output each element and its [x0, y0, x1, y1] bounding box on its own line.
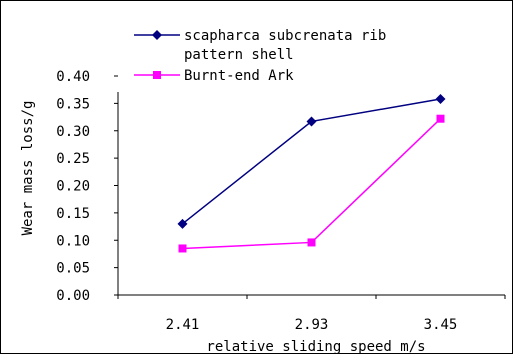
data-point	[177, 218, 188, 229]
y-tick-label: 0.20	[56, 179, 90, 195]
y-axis-title: Wear mass loss/g	[20, 101, 36, 236]
legend-marker	[152, 30, 162, 40]
data-point	[178, 244, 187, 253]
y-tick-label: 0.10	[56, 233, 90, 249]
series-layer	[177, 93, 446, 253]
y-tick-label: 0.05	[56, 261, 90, 277]
x-axis-title: relative sliding speed m/s	[206, 339, 425, 354]
y-tick-label: 0.25	[56, 151, 90, 167]
x-tick-label: 3.45	[424, 317, 458, 333]
legend: scapharca subcrenata rib pattern shell Bur…	[134, 28, 386, 84]
data-point	[436, 114, 445, 123]
series-line	[182, 118, 442, 250]
axes: 0.00 0.05 0.10 0.15 0.20 0.25 0.30 0.35 0.40 2.41…	[56, 69, 506, 333]
y-tick-label: 0.35	[56, 96, 90, 112]
legend-label: scapharca subcrenata rib	[184, 28, 386, 44]
y-tick-label: 0.15	[56, 206, 90, 222]
legend-item-2: Burnt-end Ark	[134, 68, 294, 84]
y-tick-label: 0.00	[56, 288, 90, 304]
x-tick-label: 2.93	[295, 317, 329, 333]
legend-marker	[153, 71, 161, 79]
data-point	[307, 238, 316, 247]
x-tick-label: 2.41	[166, 317, 200, 333]
data-point	[435, 93, 446, 104]
series-2	[178, 114, 445, 253]
legend-item-1: scapharca subcrenata rib pattern shell	[134, 28, 386, 63]
y-tick-label: 0.30	[56, 124, 90, 140]
legend-label: Burnt-end Ark	[184, 68, 294, 84]
y-tick-label: 0.40	[56, 69, 90, 85]
series-1	[177, 93, 446, 229]
legend-label: pattern shell	[184, 47, 294, 63]
data-point	[306, 116, 317, 127]
